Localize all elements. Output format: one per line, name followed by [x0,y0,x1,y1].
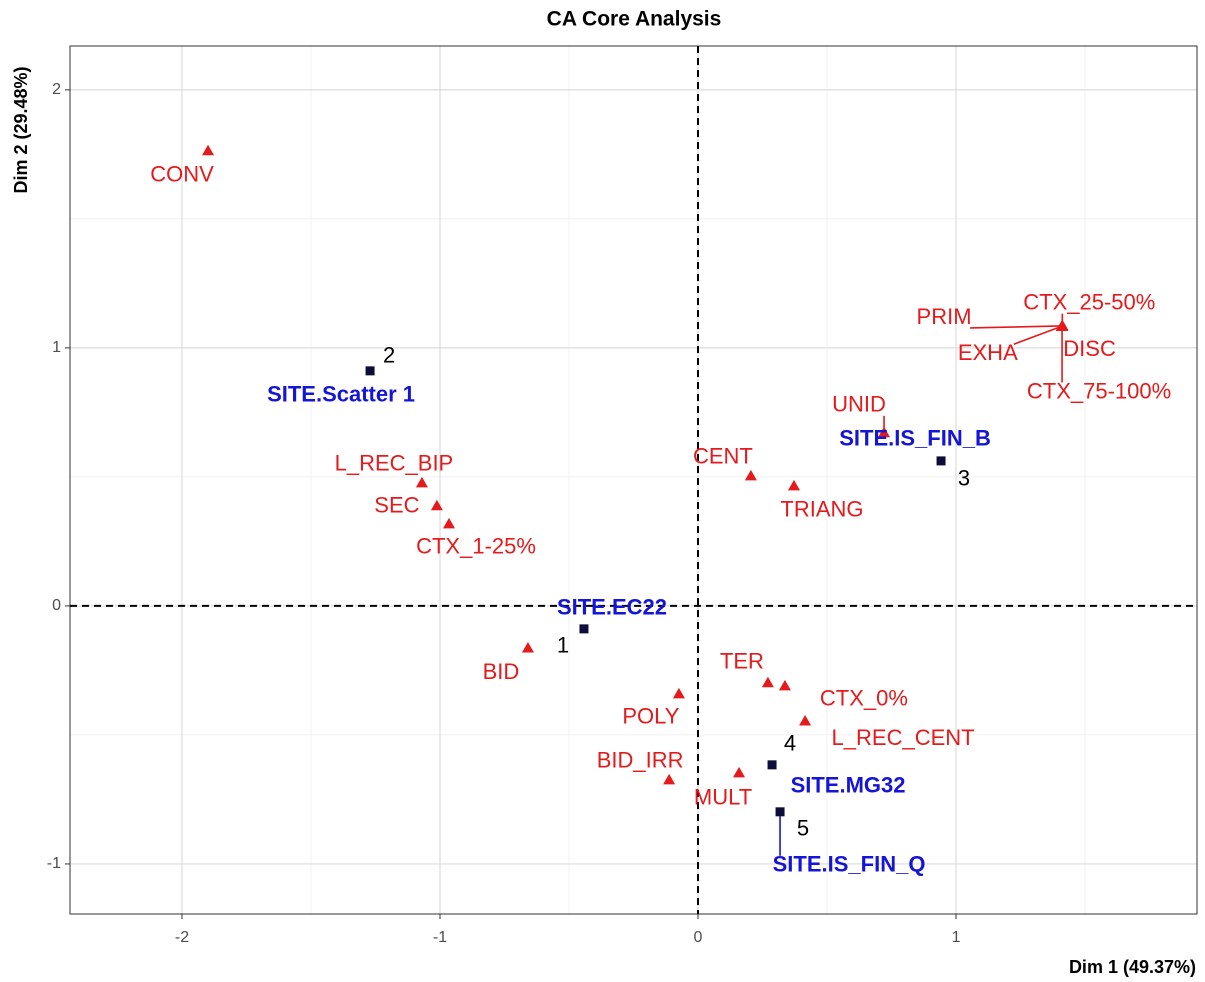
point-label: PRIM [917,304,972,329]
point [787,479,800,491]
x-tick-label: -1 [433,929,447,946]
point-label: CENT [693,444,753,469]
point-id: 2 [383,343,395,368]
point [778,679,791,691]
point [878,426,891,438]
x-tick-label: 1 [952,929,961,946]
point [799,714,812,726]
point [663,773,676,785]
point [415,476,428,488]
label-leader [1013,325,1063,345]
point [672,687,685,699]
point [1056,320,1069,331]
point-label: L_REC_CENT [832,725,975,750]
point-label: TER [720,649,764,674]
point-label: CTX_1-25% [416,534,536,559]
y-tick-label: 0 [52,597,61,614]
point-label: SITE.EC22 [557,595,667,620]
point [936,456,946,466]
point-label: EXHA [958,340,1018,365]
y-axis-title: Dim 2 (29.48%) [11,66,31,193]
point [202,144,215,156]
x-tick-label: 0 [694,929,703,946]
point [775,807,785,817]
point [733,766,746,778]
point-label: CONV [150,162,214,187]
point-id: 5 [797,816,809,841]
point-label: SITE.IS_FIN_Q [773,852,926,877]
point [744,469,757,481]
point-id: 4 [784,731,796,756]
point [430,499,443,511]
point-label: CTX_0% [820,686,908,711]
chart-title: CA Core Analysis [547,8,722,31]
point [767,760,777,770]
point [579,624,589,634]
point-label: SITE.MG32 [791,773,906,798]
y-tick-label: 1 [52,339,61,356]
point-label: POLY [622,704,679,729]
point-label: BID [483,659,520,684]
x-tick-label: -2 [175,929,189,946]
point [761,676,774,688]
point-label: CTX_75-100% [1027,378,1171,403]
label-leader [970,325,1063,329]
point [443,517,456,529]
point-label: SITE.IS_FIN_B [839,426,991,451]
point-id: 1 [557,633,569,658]
point-label: DISC [1063,336,1116,361]
point [365,366,375,376]
plot-border [69,45,1198,915]
point-label: SITE.Scatter 1 [267,382,415,407]
point-label: SEC [374,493,419,518]
point [521,641,534,653]
point-label: CTX_25-50% [1023,290,1155,315]
point-label: TRIANG [780,497,863,522]
point-label: UNID [832,392,886,417]
point-id: 3 [958,466,970,491]
y-tick-label: -1 [47,855,61,872]
point-label: BID_IRR [597,748,684,773]
point-label: L_REC_BIP [335,451,454,476]
point-label: MULT [694,785,752,810]
x-axis-title: Dim 1 (49.37%) [1069,957,1196,977]
y-tick-label: 2 [52,81,61,98]
